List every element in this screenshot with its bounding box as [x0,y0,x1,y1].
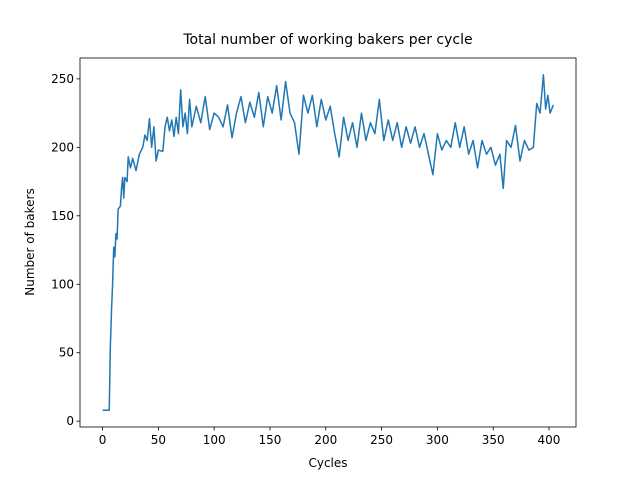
plot-frame [79,57,577,428]
chart-title: Total number of working bakers per cycle [182,32,472,48]
y-tick-label: 250 [51,72,74,86]
data-line [102,74,555,411]
x-tick-label: 250 [370,433,393,447]
x-tick-label: 150 [259,433,282,447]
x-tick-label: 400 [538,433,561,447]
y-tick-label: 150 [51,209,74,223]
x-tick-label: 300 [426,433,449,447]
x-tick-label: 50 [151,433,166,447]
x-tick-label: 0 [99,433,107,447]
x-tick-label: 100 [203,433,226,447]
y-tick-label: 100 [51,277,74,291]
x-tick-label: 200 [314,433,337,447]
y-axis-label: Number of bakers [23,188,37,295]
x-axis-label: Cycles [308,456,347,470]
x-tick-label: 350 [482,433,505,447]
y-tick-label: 0 [66,414,74,428]
y-tick-label: 50 [59,346,74,360]
y-tick-label: 200 [51,140,74,154]
